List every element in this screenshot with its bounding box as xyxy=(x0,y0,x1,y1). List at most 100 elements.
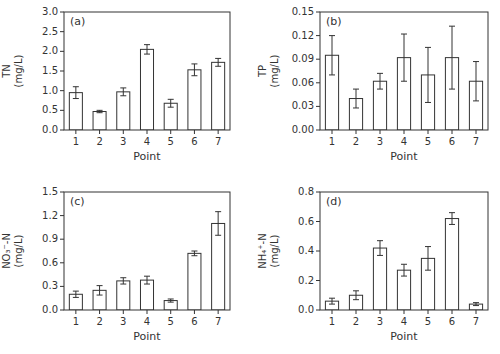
x-tick-label: 7 xyxy=(473,136,479,147)
panel: 0.00.30.60.91.21.51234567PointNO₃⁻-N(mg/… xyxy=(1,186,230,343)
y-tick xyxy=(60,286,64,287)
y-tick-label: 0.12 xyxy=(292,30,314,41)
x-tick xyxy=(99,130,100,134)
y-tick xyxy=(316,251,320,252)
bar xyxy=(140,49,153,130)
x-tick xyxy=(99,310,100,314)
x-axis-label: Point xyxy=(390,330,418,343)
error-bar xyxy=(473,62,479,101)
error-bar xyxy=(377,73,383,89)
y-tick-label: 0.5 xyxy=(42,104,58,115)
y-tick-label: 0.4 xyxy=(298,245,314,256)
y-tick-label: 0.15 xyxy=(292,6,314,17)
y-axis-label-line: NO₃⁻-N xyxy=(1,233,12,269)
x-tick xyxy=(428,130,429,134)
y-tick-label: 1.0 xyxy=(42,85,58,96)
y-axis-label-line: TN xyxy=(1,64,12,79)
bar xyxy=(212,62,225,130)
axes-frame xyxy=(320,192,488,310)
x-tick xyxy=(147,310,148,314)
y-tick xyxy=(316,59,320,60)
x-tick xyxy=(332,130,333,134)
y-tick xyxy=(316,130,320,131)
error-bar xyxy=(377,241,383,256)
y-axis-label-line: (mg/L) xyxy=(13,54,24,87)
y-tick-label: 1.5 xyxy=(42,186,58,197)
bar xyxy=(140,280,153,310)
x-tick-label: 7 xyxy=(215,316,221,327)
error-bar xyxy=(353,291,359,300)
error-bar xyxy=(73,291,79,297)
y-tick xyxy=(60,215,64,216)
x-axis-label: Point xyxy=(133,150,161,163)
y-tick-label: 0.0 xyxy=(42,124,58,135)
x-tick-label: 5 xyxy=(168,136,174,147)
bar xyxy=(212,223,225,310)
bar xyxy=(445,219,458,310)
y-tick-label: 0.6 xyxy=(298,216,314,227)
error-bar xyxy=(168,299,174,302)
error-bar xyxy=(120,88,126,96)
y-tick xyxy=(316,12,320,13)
x-tick-label: 7 xyxy=(473,316,479,327)
y-tick xyxy=(316,82,320,83)
y-tick xyxy=(60,51,64,52)
y-tick-label: 0.9 xyxy=(42,233,58,244)
x-tick xyxy=(218,310,219,314)
x-tick xyxy=(332,310,333,314)
x-tick-label: 4 xyxy=(144,136,150,147)
error-bar xyxy=(73,87,79,99)
x-tick xyxy=(75,310,76,314)
plot-area xyxy=(69,45,224,130)
y-axis-label-line: NH₄⁺-N xyxy=(257,233,268,268)
y-axis-label-line: (mg/L) xyxy=(269,54,280,87)
y-tick-label: 0.8 xyxy=(298,186,314,197)
x-tick xyxy=(194,130,195,134)
y-tick xyxy=(60,130,64,131)
bar xyxy=(117,281,130,310)
bar xyxy=(188,253,201,310)
bar xyxy=(373,248,386,310)
y-tick xyxy=(60,71,64,72)
x-tick xyxy=(380,310,381,314)
y-tick xyxy=(60,239,64,240)
x-tick xyxy=(194,310,195,314)
x-tick-label: 6 xyxy=(449,136,455,147)
error-bar xyxy=(97,286,103,295)
y-axis-label-line: (mg/L) xyxy=(13,234,24,267)
axes-frame xyxy=(64,192,230,310)
x-tick xyxy=(123,130,124,134)
x-tick-label: 3 xyxy=(120,136,126,147)
panel: 0.00.20.40.60.81234567PointNH₄⁺-N(mg/L)(… xyxy=(257,186,488,343)
y-tick-label: 3.0 xyxy=(42,6,58,17)
x-tick-label: 6 xyxy=(191,316,197,327)
x-tick-label: 4 xyxy=(401,316,407,327)
x-tick xyxy=(452,310,453,314)
x-tick xyxy=(123,310,124,314)
y-axis-label: TN(mg/L) xyxy=(1,54,24,87)
y-tick xyxy=(60,31,64,32)
figure: 0.00.51.01.52.02.53.01234567PointTN(mg/L… xyxy=(0,0,500,354)
x-tick-label: 1 xyxy=(73,136,79,147)
error-bar xyxy=(191,251,197,256)
y-axis-label-line: (mg/L) xyxy=(269,234,280,267)
y-tick-label: 0.00 xyxy=(292,124,314,135)
y-axis-label: NO₃⁻-N(mg/L) xyxy=(1,233,24,269)
x-tick-label: 2 xyxy=(96,316,102,327)
plot-area xyxy=(325,26,482,130)
error-bar xyxy=(97,110,103,112)
x-tick-label: 7 xyxy=(215,136,221,147)
x-tick xyxy=(428,310,429,314)
x-tick xyxy=(404,310,405,314)
y-tick-label: 0.0 xyxy=(42,304,58,315)
panel: 0.00.51.01.52.02.53.01234567PointTN(mg/L… xyxy=(1,6,230,163)
error-bar xyxy=(329,36,335,75)
y-tick-label: 2.0 xyxy=(42,45,58,56)
x-tick xyxy=(75,130,76,134)
panel-label: (a) xyxy=(70,15,85,28)
x-tick xyxy=(404,130,405,134)
bar xyxy=(93,112,106,130)
x-tick-label: 1 xyxy=(329,136,335,147)
x-tick-label: 6 xyxy=(449,316,455,327)
bar xyxy=(117,92,130,130)
